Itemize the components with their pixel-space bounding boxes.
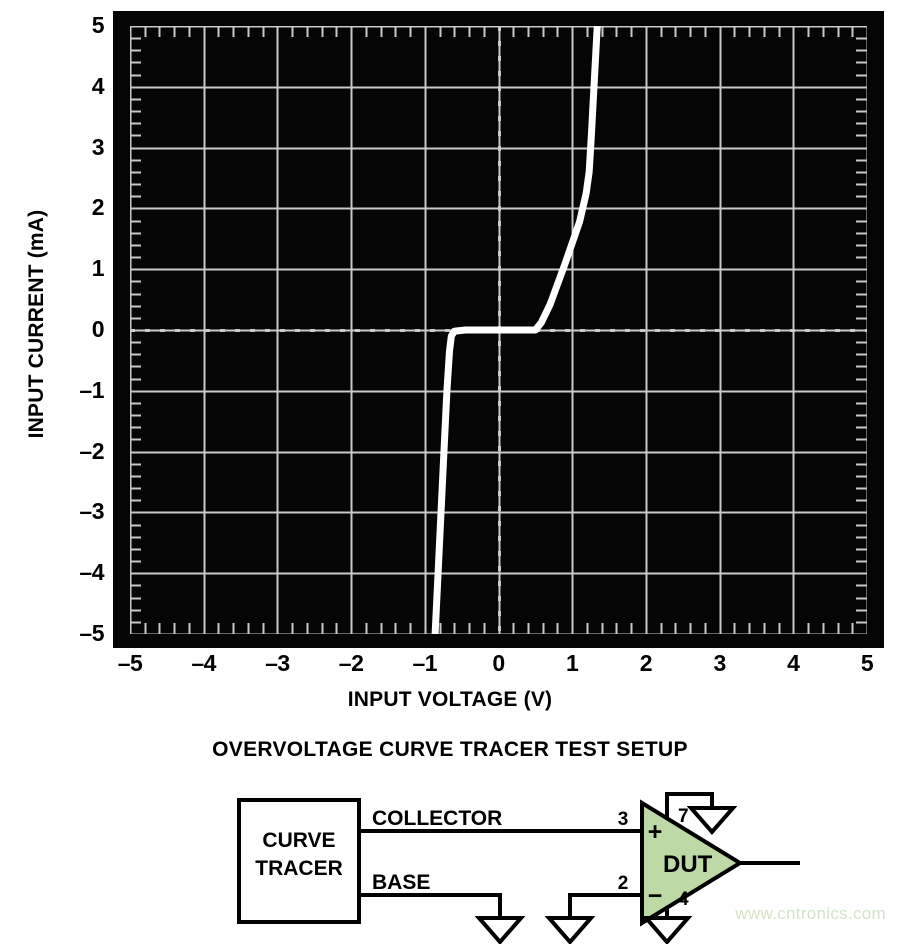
x-tick-label: –5 <box>117 650 143 676</box>
x-tick-label: 3 <box>713 650 726 676</box>
y-tick-label: 3 <box>91 133 105 160</box>
diagram-title: OVERVOLTAGE CURVE TRACER TEST SETUP <box>212 738 688 761</box>
x-tick-label: –4 <box>191 650 216 676</box>
y-axis-tick-labels: 5 4 3 2 1 0 –1 –2 –3 –4 –5 <box>60 0 104 660</box>
dut-minus-sign: − <box>648 882 663 910</box>
y-tick-label: –4 <box>79 559 104 586</box>
y-tick-label: –2 <box>79 437 104 464</box>
plot-grid-and-trace <box>130 26 867 634</box>
site-watermark: www.cntronics.com <box>735 904 886 923</box>
plot-inner <box>130 26 867 634</box>
dut-label: DUT <box>663 851 713 878</box>
x-tick-label: –2 <box>338 650 364 676</box>
y-axis-title: INPUT CURRENT (mA) <box>25 209 48 439</box>
plot-frame <box>113 11 884 648</box>
curve-tracer-box <box>237 798 361 924</box>
pin-7-positive-supply: 7 <box>678 806 689 827</box>
curve-tracer-label-line1: CURVE <box>262 829 335 852</box>
y-tick-label: 1 <box>91 255 105 282</box>
base-label: BASE <box>372 871 430 894</box>
y-tick-label: –5 <box>79 620 104 646</box>
chart-figure: 5 4 3 2 1 0 –1 –2 –3 –4 –5 –5 –4 –3 –2 –1 0 1 2 3 4 5 INPUT … <box>25 0 884 711</box>
pin-4-negative-supply: 4 <box>678 889 689 910</box>
pin-2-inverting-input: 2 <box>618 873 629 894</box>
x-tick-label: –1 <box>412 650 438 676</box>
pin2-wire <box>568 893 642 918</box>
pin-3-noninverting-input: 3 <box>618 809 629 830</box>
x-tick-label: 5 <box>860 650 874 676</box>
base-wire <box>359 893 502 918</box>
y-tick-label: –3 <box>79 498 104 525</box>
x-tick-label: 2 <box>639 650 653 676</box>
curve-trace <box>431 26 601 634</box>
ground-pin2-icon <box>544 916 596 944</box>
y-tick-label: 2 <box>91 194 105 221</box>
y-tick-label: 5 <box>91 12 105 38</box>
x-tick-label: –3 <box>265 650 290 676</box>
schematic-svg: CURVE TRACER COLLECTOR BASE DUT + − 3 2 <box>237 792 800 944</box>
ground-base-icon <box>474 916 526 944</box>
x-tick-label: 1 <box>566 650 579 676</box>
x-axis-title: INPUT VOLTAGE (V) <box>347 688 553 711</box>
dut-opamp-triangle <box>640 799 744 927</box>
dut-plus-sign: + <box>648 818 663 846</box>
curve-tracer-label-line2: TRACER <box>255 857 343 880</box>
ground-pin4-icon <box>641 916 693 944</box>
x-tick-label: 0 <box>492 650 505 676</box>
y-tick-label: 4 <box>91 72 105 99</box>
x-axis-tick-labels: –5 –4 –3 –2 –1 0 1 2 3 4 5 <box>113 652 884 686</box>
test-setup-diagram: OVERVOLTAGE CURVE TRACER TEST SETUP CURV… <box>0 730 900 944</box>
y-tick-label: –1 <box>79 376 104 403</box>
minor-ticks <box>130 26 867 634</box>
collector-label: COLLECTOR <box>372 807 502 830</box>
x-tick-label: 4 <box>787 650 800 676</box>
ground-pin7-icon <box>686 806 738 836</box>
y-tick-label: 0 <box>91 316 105 342</box>
